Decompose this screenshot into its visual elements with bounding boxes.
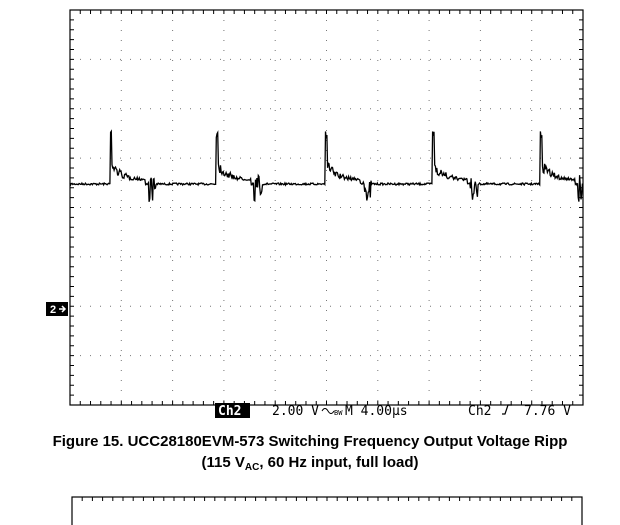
vertical-scale: 2.00 V	[272, 404, 319, 419]
ground-arrow	[59, 305, 67, 313]
bandwidth-mark: BW	[334, 409, 343, 417]
waveform	[69, 129, 584, 203]
channel-badge-box	[215, 403, 250, 418]
caption-prefix: (115 V	[202, 454, 245, 471]
scope-frame	[69, 9, 584, 406]
trigger-level: 7.76 V	[524, 404, 571, 419]
ground-marker: 2	[50, 304, 56, 316]
next-scope-ticks	[71, 497, 583, 501]
next-scope-frame	[71, 496, 583, 525]
trigger-slope	[502, 404, 512, 415]
trigger-source: Ch2	[468, 404, 491, 419]
caption-suffix: , 60 Hz input, full load)	[259, 454, 418, 471]
caption-subscript: AC	[245, 462, 259, 473]
caption-line2: (115 VAC, 60 Hz input, full load)	[202, 454, 419, 473]
channel-badge: Ch2	[218, 404, 241, 419]
scope-grid	[69, 9, 584, 406]
bandwidth-symbol	[321, 408, 335, 414]
caption-line1: Figure 15. UCC28180EVM-573 Switching Fre…	[53, 433, 568, 450]
timebase: M 4.00µs	[345, 404, 408, 419]
